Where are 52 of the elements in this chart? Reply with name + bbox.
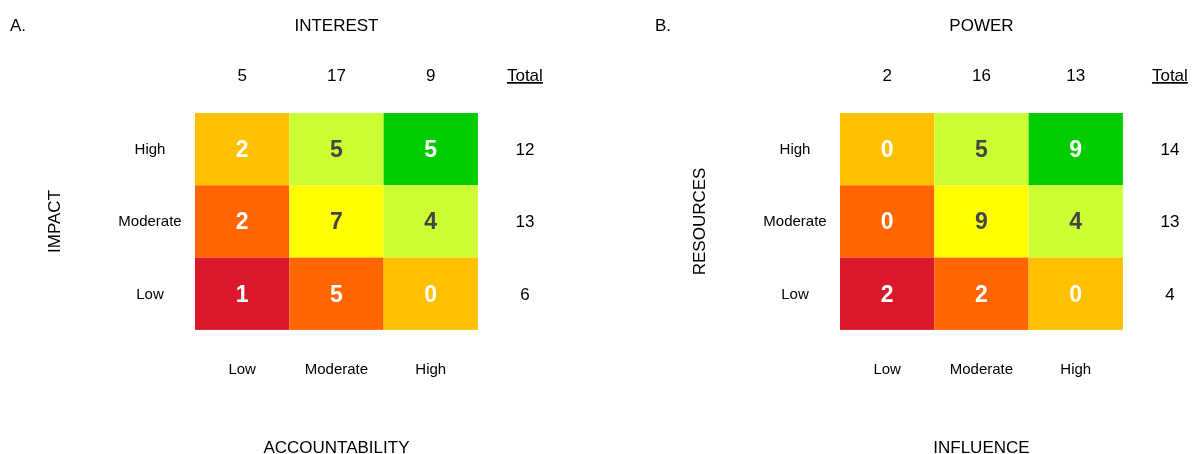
data-label: 4	[424, 208, 438, 235]
x2-axis-title: INTEREST	[294, 16, 379, 35]
y-axis-title: IMPACT	[45, 189, 64, 253]
text: 9	[426, 66, 436, 85]
data-label: 0	[880, 208, 894, 235]
text: 5	[237, 66, 247, 85]
y-tick-label: Moderate	[118, 212, 182, 230]
data-label: 9	[975, 208, 988, 235]
x-tick-label: High	[1060, 360, 1092, 377]
data-label: 0	[1069, 280, 1083, 307]
x-axis-title: ACCOUNTABILITY	[263, 438, 410, 454]
data-label: 2	[235, 208, 249, 235]
y2-tick-label: 13	[1160, 212, 1180, 232]
text: 13	[1066, 66, 1086, 85]
y-tick-label: Low	[781, 284, 809, 302]
x2-axis-title: POWER	[949, 16, 1014, 35]
data-label: 1	[235, 280, 249, 307]
x-tick-label: Low	[228, 360, 257, 377]
data-label: 7	[330, 208, 343, 235]
data-label: 5	[424, 136, 438, 163]
data-label: 0	[424, 280, 438, 307]
y-tick-label: High	[779, 140, 811, 158]
x-tick-label: High	[415, 360, 447, 377]
y2-tick-label: 6	[520, 284, 530, 304]
x-tick-label: Moderate	[304, 360, 369, 377]
data-label: 4	[1069, 208, 1083, 235]
text: B.	[655, 16, 672, 35]
data-label: 2	[235, 136, 249, 163]
y2-tick-label: 13	[515, 212, 535, 232]
x-tick-label: Low	[873, 360, 902, 377]
data-label: 5	[330, 280, 344, 307]
y2-tick-label: 4	[1165, 284, 1175, 304]
text: Total	[506, 66, 543, 85]
data-label: 5	[975, 136, 989, 163]
x-axis-title: INFLUENCE	[933, 438, 1030, 454]
y-tick-label: Moderate	[763, 212, 827, 230]
x-tick-label: Moderate	[949, 360, 1014, 377]
data-label: 0	[880, 136, 894, 163]
y2-tick-label: 12	[515, 140, 535, 160]
data-label: 2	[975, 280, 988, 307]
data-label: 2	[880, 280, 894, 307]
y2-tick-label: 14	[1160, 140, 1180, 160]
y-tick-label: High	[134, 140, 166, 158]
text: 2	[882, 66, 892, 85]
text: 16	[971, 66, 991, 85]
y-axis-title: RESOURCES	[690, 167, 709, 276]
data-label: 5	[330, 136, 344, 163]
text: Total	[1151, 66, 1188, 85]
text: A.	[10, 16, 27, 35]
data-label: 9	[1069, 136, 1083, 163]
y-tick-label: Low	[136, 284, 164, 302]
text: 17	[326, 66, 346, 85]
